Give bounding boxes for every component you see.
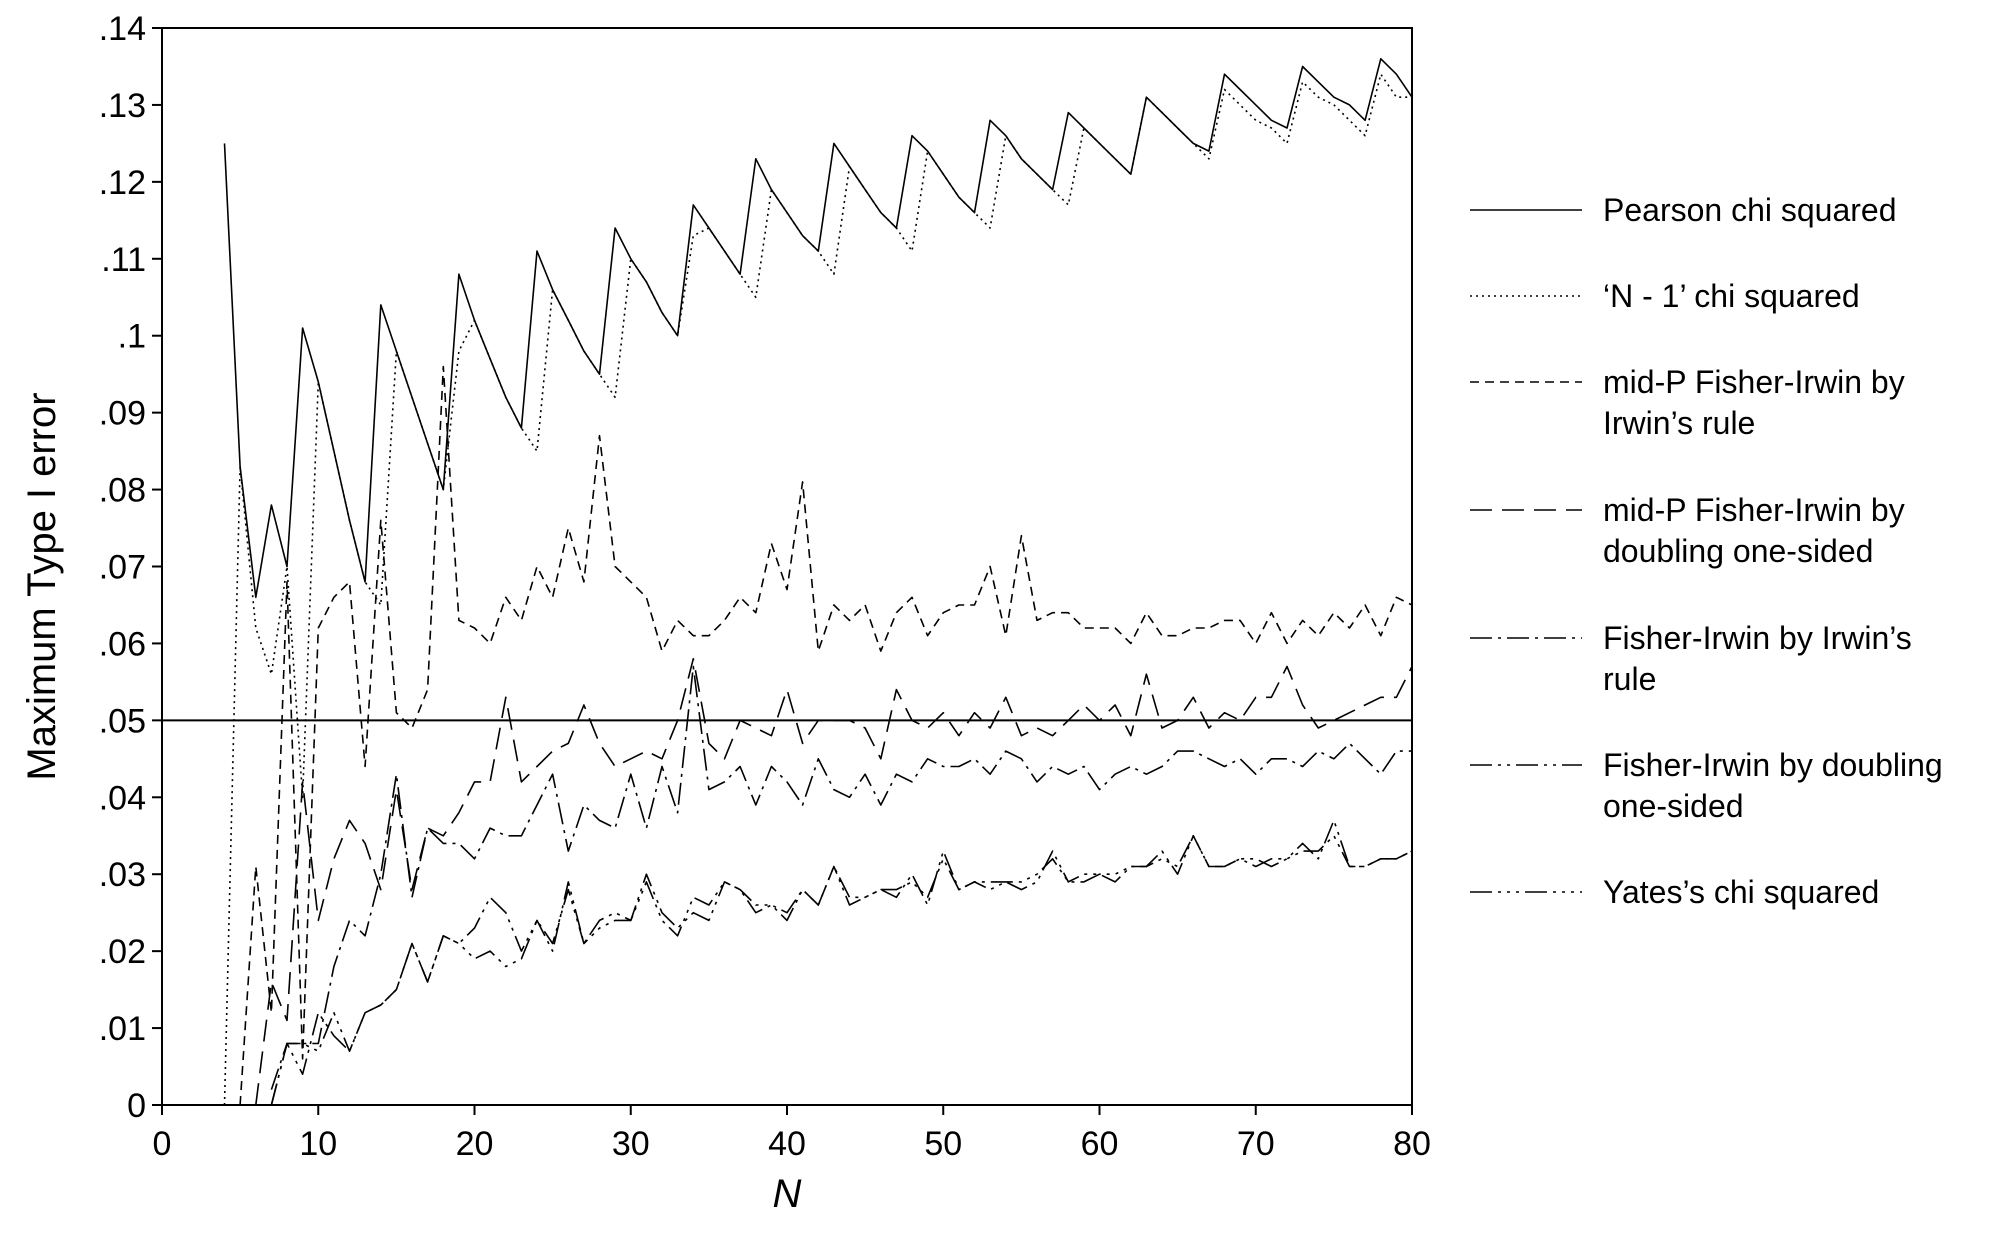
series-line-2 <box>223 73 1412 1105</box>
legend-label: Yates’s chi squared <box>1603 874 1879 910</box>
x-axis: 0 10 20 30 40 50 60 70 80 <box>153 1105 1431 1163</box>
y-tick-label: .07 <box>99 549 146 587</box>
legend-label: Fisher-Irwin by doubling <box>1603 747 1943 783</box>
x-tick-label: 80 <box>1393 1125 1431 1163</box>
series-line-6 <box>270 819 1412 1105</box>
series-line-7 <box>270 834 1412 1105</box>
y-tick-label: .1 <box>118 318 146 356</box>
x-tick-label: 40 <box>768 1125 806 1163</box>
legend-entry-1: Pearson chi squared <box>1470 192 1897 228</box>
series-line-4 <box>255 657 1412 1105</box>
y-tick-label: .02 <box>99 933 146 971</box>
x-tick-label: 0 <box>153 1125 172 1163</box>
y-tick-label: .09 <box>99 395 146 433</box>
legend-label: Irwin’s rule <box>1603 405 1755 441</box>
legend-label: one-sided <box>1603 788 1744 824</box>
series-line-5 <box>270 665 1412 1090</box>
y-tick-label: 0 <box>127 1087 146 1125</box>
y-tick-label: .03 <box>99 856 146 894</box>
y-tick-label: .06 <box>99 625 146 663</box>
series-line-3 <box>239 365 1412 1105</box>
x-axis-title: N <box>773 1172 802 1216</box>
plot-frame <box>161 27 1413 1106</box>
y-tick-label: .12 <box>99 164 146 202</box>
legend-label: Pearson chi squared <box>1603 192 1897 228</box>
legend-label: mid-P Fisher-Irwin by <box>1603 364 1905 400</box>
y-axis-title: Maximum Type I error <box>20 392 64 780</box>
legend-entry-4: mid-P Fisher-Irwin by doubling one-sided <box>1470 492 1905 569</box>
x-tick-label: 20 <box>456 1125 494 1163</box>
legend-entry-3: mid-P Fisher-Irwin by Irwin’s rule <box>1470 364 1905 441</box>
x-tick-label: 70 <box>1237 1125 1275 1163</box>
y-tick-label: .01 <box>99 1010 146 1048</box>
series-line-1 <box>223 57 1412 599</box>
y-tick-label: .04 <box>99 779 146 817</box>
legend-label: mid-P Fisher-Irwin by <box>1603 492 1905 528</box>
y-tick-label: .05 <box>99 702 146 740</box>
series-layer <box>223 57 1412 1105</box>
y-tick-label: .11 <box>101 241 146 279</box>
y-tick-label: .08 <box>99 472 146 510</box>
y-axis: 0 .01 .02 .03 .04 .05 .06 .07 .08 .09 .1 .11 .12 .13.… <box>99 10 162 1125</box>
y-tick-label: .13 <box>99 87 146 125</box>
legend-entry-6: Fisher-Irwin by doubling one-sided <box>1470 747 1943 824</box>
legend-label: rule <box>1603 661 1656 697</box>
legend-entry-2: ‘N - 1’ chi squared <box>1470 278 1860 314</box>
legend: Pearson chi squared ‘N - 1’ chi squared mi… <box>1470 192 1943 910</box>
legend-entry-7: Yates’s chi squared <box>1470 874 1879 910</box>
x-tick-label: 30 <box>612 1125 650 1163</box>
legend-label: Fisher-Irwin by Irwin’s <box>1603 620 1912 656</box>
legend-label: doubling one-sided <box>1603 533 1873 569</box>
legend-entry-5: Fisher-Irwin by Irwin’s rule <box>1470 620 1912 697</box>
x-tick-label: 10 <box>299 1125 337 1163</box>
legend-label: ‘N - 1’ chi squared <box>1603 278 1860 314</box>
x-tick-label: 50 <box>924 1125 962 1163</box>
y-tick-label: .14 <box>99 10 146 48</box>
x-tick-label: 60 <box>1081 1125 1119 1163</box>
